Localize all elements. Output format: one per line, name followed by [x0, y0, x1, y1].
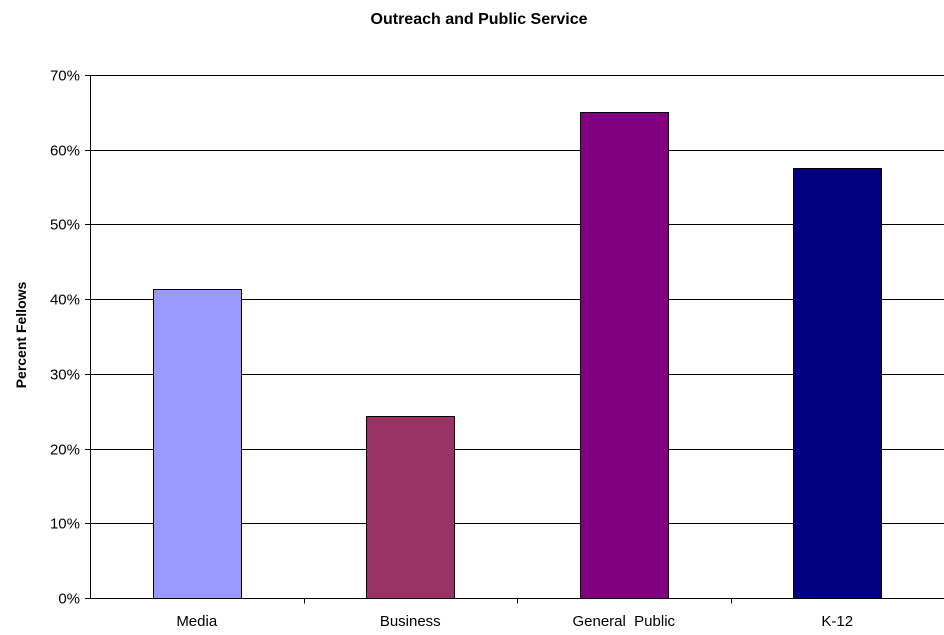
y-tick-label: 10% — [50, 516, 80, 533]
bar — [366, 416, 455, 599]
x-tick-label: Media — [176, 613, 218, 630]
bars — [153, 112, 882, 599]
y-tick-label: 40% — [50, 292, 80, 309]
axes — [85, 75, 944, 604]
x-tick-label: Business — [380, 613, 441, 630]
x-tick-label: General Public — [572, 613, 675, 630]
y-tick-label: 30% — [50, 367, 80, 384]
y-tick-label: 20% — [50, 442, 80, 459]
x-tick-labels: Media Business General Public K-12 — [176, 613, 853, 630]
y-axis-label: Percent Fellows — [13, 281, 29, 388]
bar — [580, 112, 669, 599]
y-tick-label: 70% — [50, 68, 80, 85]
y-tick-label: 60% — [50, 143, 80, 160]
y-tick-label: 50% — [50, 217, 80, 234]
chart-title: Outreach and Public Service — [371, 11, 588, 28]
bar — [153, 289, 242, 599]
y-tick-labels: 0% 10% 20% 30% 40% 50% 60% 70% — [50, 68, 80, 608]
bar — [793, 168, 882, 599]
y-tick-label: 0% — [58, 591, 80, 608]
x-tick-label: K-12 — [821, 613, 853, 630]
